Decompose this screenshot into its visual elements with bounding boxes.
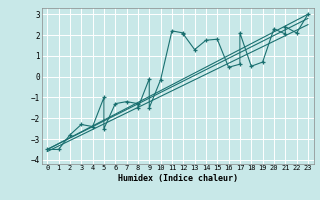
- X-axis label: Humidex (Indice chaleur): Humidex (Indice chaleur): [118, 174, 237, 183]
